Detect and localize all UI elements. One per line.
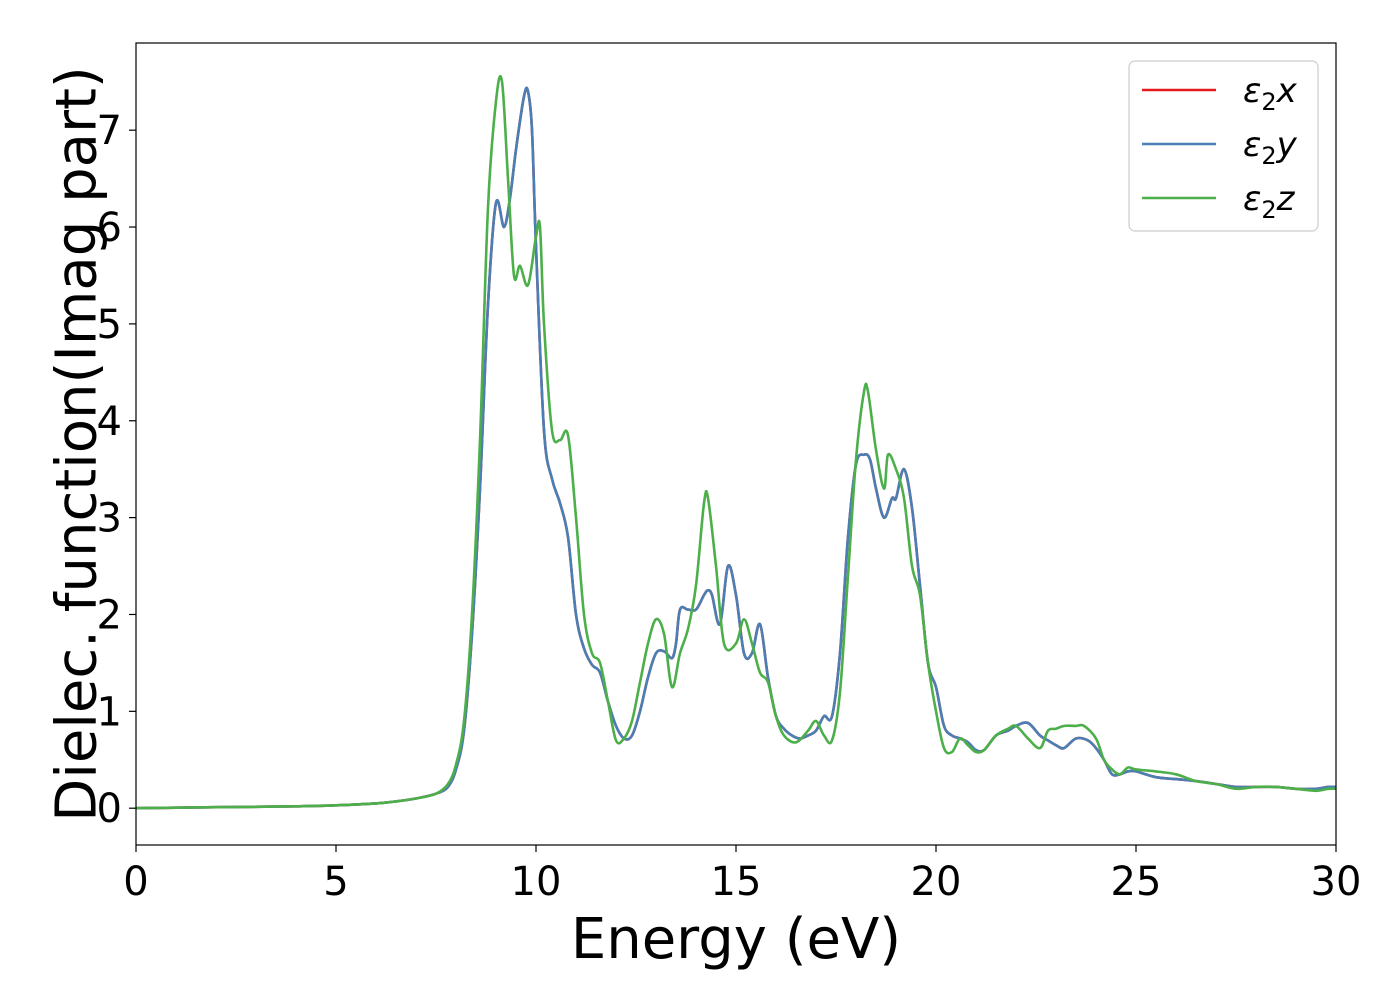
y-tick-label: 7	[97, 108, 122, 154]
legend-label-x: ε2x	[1243, 71, 1298, 116]
x-axis-ticks: 0 5 10 15 20 25 30	[123, 845, 1361, 905]
series-line-z	[136, 75, 1336, 810]
y-tick-label: 2	[97, 592, 122, 638]
y-tick-label: 4	[97, 399, 122, 445]
legend-box	[1128, 60, 1319, 232]
y-tick-label: 5	[97, 302, 122, 348]
series-layer	[136, 75, 1336, 810]
y-tick-label: 6	[97, 205, 122, 251]
x-tick-label: 5	[323, 859, 348, 905]
x-tick-label: 15	[711, 859, 762, 905]
y-tick-label: 0	[97, 786, 122, 832]
x-axis-title: Energy (eV)	[571, 907, 901, 972]
legend: ε2x ε2y ε2z	[1128, 60, 1319, 232]
y-axis-ticks: 0 1 2 3 4 5 6 7	[97, 108, 136, 832]
x-tick-label: 25	[1111, 859, 1162, 905]
y-tick-label: 3	[97, 496, 122, 542]
legend-label-y: ε2y	[1243, 125, 1298, 170]
x-tick-label: 30	[1311, 859, 1362, 905]
y-axis-title: Dielec. function(Imag part)	[45, 66, 110, 822]
legend-label-z: ε2z	[1243, 179, 1296, 224]
x-tick-label: 0	[123, 859, 148, 905]
x-tick-label: 10	[511, 859, 562, 905]
x-tick-label: 20	[911, 859, 962, 905]
y-tick-label: 1	[97, 689, 122, 735]
